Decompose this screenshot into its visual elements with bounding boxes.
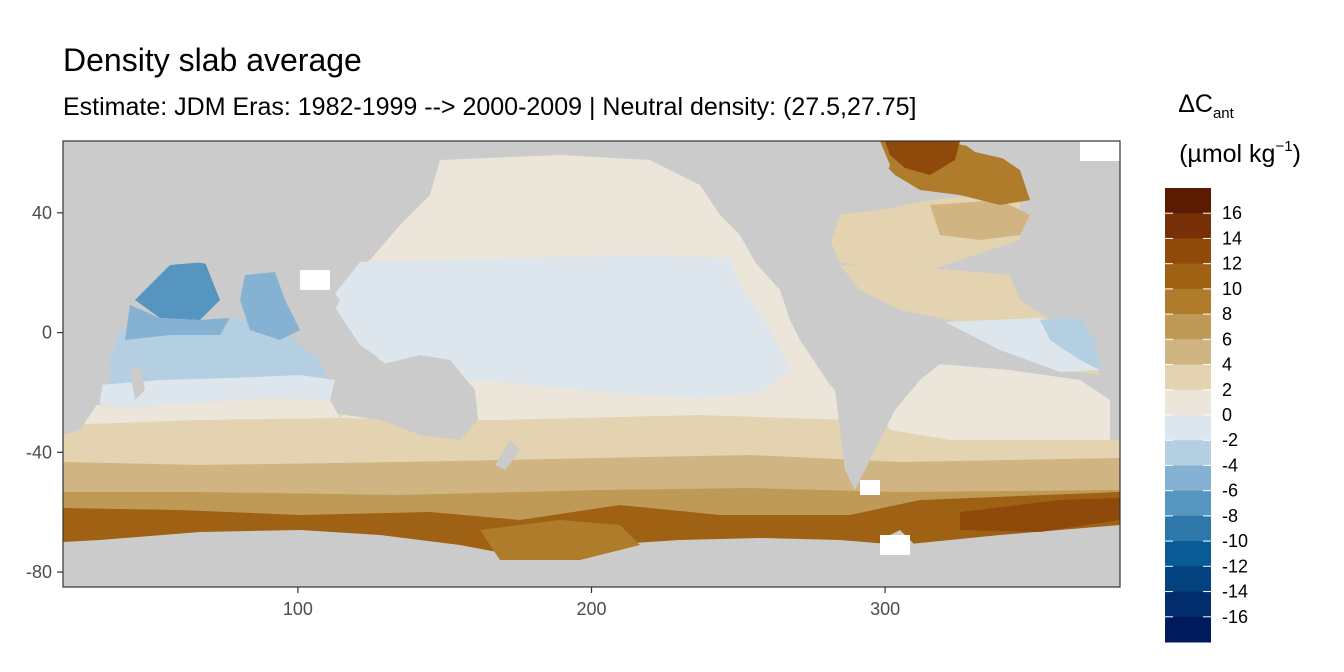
colorbar-label: 6 [1222,329,1232,349]
colorbar-label: -8 [1222,506,1238,526]
region-equatorial-east-atlantic [1040,318,1100,370]
colorbar-swatch [1165,188,1211,214]
colorbar-label: 14 [1222,228,1242,248]
land-antarctica [63,535,1120,587]
region-bay-of-bengal [240,272,300,340]
x-tick-label: 100 [283,599,313,619]
colorbar-swatch [1165,238,1211,265]
region-antarctic-ross [480,520,640,560]
nodata-patch [860,480,880,495]
land-africa [63,230,130,435]
y-tick-label: -40 [26,442,52,462]
region-southern-ocean-deep [63,488,1120,520]
region-antarctic-margin-dark [960,498,1120,532]
colorbar-swatch [1165,541,1211,567]
x-tick-label: 200 [576,599,606,619]
region-arabian-sea [135,262,220,320]
colorbar-label: -4 [1222,455,1238,475]
land-eurasia [63,141,440,290]
land-europe [1020,175,1120,290]
colorbar-label: 8 [1222,304,1232,324]
land-australia [340,355,478,440]
colorbar-swatch [1165,314,1211,340]
colorbar-label: -2 [1222,430,1238,450]
colorbar-label: -6 [1222,481,1238,501]
colorbar-swatch [1165,591,1211,618]
colorbar-label: -16 [1222,607,1248,627]
x-tick-label: 300 [870,599,900,619]
land-madagascar [130,365,145,400]
chart-title: Density slab average [63,42,362,78]
chart-subtitle: Estimate: JDM Eras: 1982-1999 --> 2000-2… [63,93,917,121]
land-west-africa [1010,275,1120,320]
y-tick-label: 40 [32,203,52,223]
colorbar-legend: 16 14 12 10 8 6 4 2 0 -2 -4 -6 -8 -10 -12 -14 -16 ΔCant (µ… [1165,90,1301,643]
colorbar-swatch [1165,490,1211,517]
map-panel [63,141,1120,587]
land-new-zealand [495,440,520,470]
legend-title: ΔCant [1178,90,1234,122]
colorbar-swatch [1165,515,1211,542]
colorbar-label: -10 [1222,531,1248,551]
colorbar-label: 12 [1222,254,1242,274]
region-south-atlantic [870,360,1110,440]
nodata-patch [300,270,330,290]
legend-unit: (µmol kg−1) [1179,138,1301,168]
colorbar-swatch [1165,263,1211,290]
colorbar-label: 16 [1222,203,1242,223]
region-labrador-sea [885,141,960,175]
nodata-patch [1080,141,1120,161]
colorbar-swatch [1165,465,1211,492]
land-south-america [820,300,950,490]
colorbar-swatch [1165,415,1211,441]
colorbar-label: -12 [1222,556,1248,576]
colorbar-swatch [1165,213,1211,239]
y-tick-label: -80 [26,562,52,582]
colorbar-swatch [1165,440,1211,466]
region-indian-ocean-equatorial [100,375,335,408]
colorbar-label: 10 [1222,279,1242,299]
land-india [205,262,245,320]
colorbar-swatch [1165,364,1211,391]
nodata-patch [880,535,910,555]
colorbar-swatch [1165,339,1211,366]
region-indian-ocean-south [63,398,340,425]
y-tick-label: 0 [42,323,52,343]
colorbar-swatch [1165,288,1211,315]
land-north-america [690,141,890,300]
colorbar-swatch [1165,616,1211,643]
region-arabian-sea-inner [125,305,230,340]
region-north-atlantic-deep [930,200,1030,240]
colorbar-label: -14 [1222,582,1248,602]
colorbar-swatch [1165,389,1211,416]
colorbar-label: 2 [1222,380,1232,400]
colorbar-label: 0 [1222,405,1232,425]
colorbar-swatch [1165,566,1211,593]
colorbar-label: 4 [1222,355,1232,375]
